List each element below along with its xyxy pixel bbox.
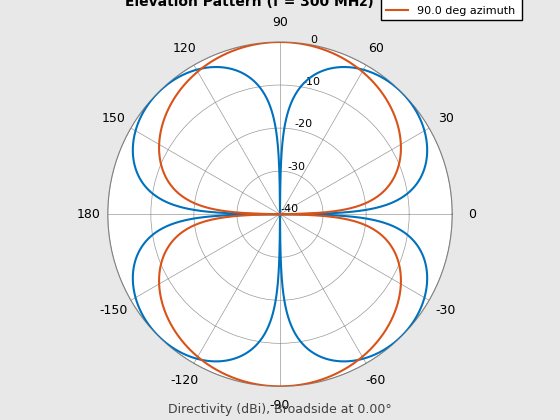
Legend: 0.0 deg azimuth Ⓐ, 90.0 deg azimuth: 0.0 deg azimuth Ⓐ, 90.0 deg azimuth xyxy=(381,0,522,20)
Text: Elevation Pattern (f = 300 MHz): Elevation Pattern (f = 300 MHz) xyxy=(125,0,374,9)
Text: Directivity (dBi), Broadside at 0.00°: Directivity (dBi), Broadside at 0.00° xyxy=(168,403,392,416)
